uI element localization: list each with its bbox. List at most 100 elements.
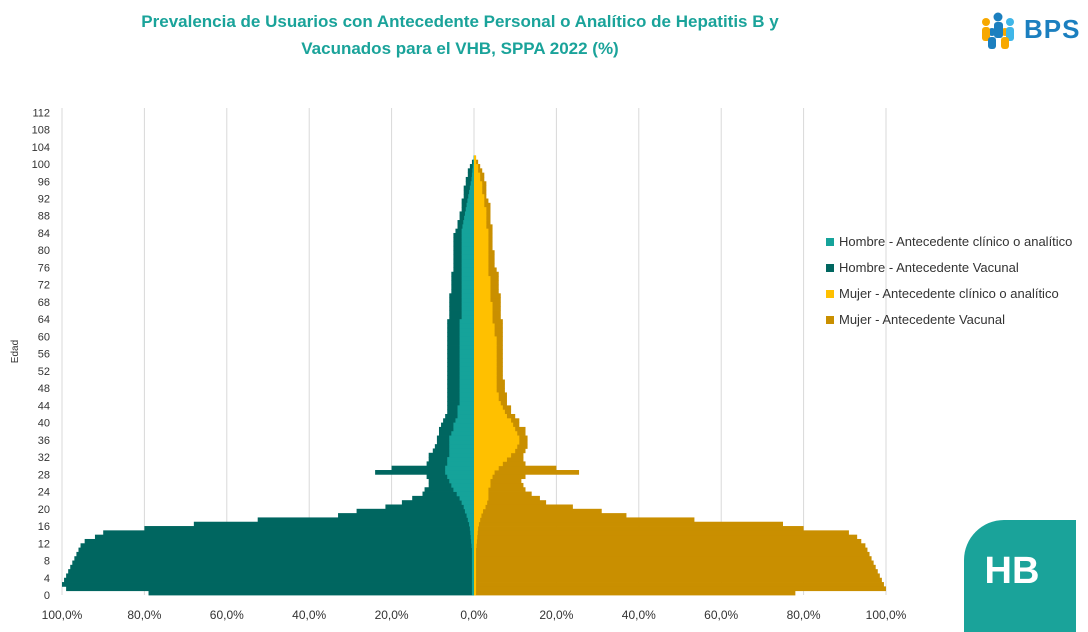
bar-s0-age-78	[462, 255, 474, 260]
bar-s1-age-6	[70, 565, 474, 570]
bar-s0-age-54	[460, 358, 474, 363]
bar-s0-age-69	[462, 293, 474, 298]
bar-s0-age-67	[462, 302, 474, 307]
bar-s0-age-80	[462, 246, 474, 251]
bar-s2-age-68	[474, 298, 490, 303]
bar-s0-age-89	[466, 207, 474, 212]
bar-s2-age-5	[474, 569, 476, 574]
bar-s2-age-89	[474, 207, 486, 212]
bar-s0-age-35	[449, 440, 474, 445]
bar-s3-age-13	[474, 535, 857, 540]
hb-badge: HB	[964, 520, 1076, 632]
bar-s2-age-77	[474, 259, 488, 264]
bar-s0-age-62	[460, 323, 474, 328]
bar-s0-age-99	[473, 164, 474, 169]
bar-s2-age-98	[474, 168, 478, 173]
bar-s0-age-58	[460, 341, 474, 346]
bar-s0-age-4	[472, 573, 474, 578]
bar-s0-age-46	[460, 392, 474, 397]
bar-s0-age-23	[457, 492, 474, 497]
y-tick-label-7: 28	[38, 469, 50, 481]
bar-s2-age-50	[474, 375, 497, 380]
bar-s3-age-4	[474, 573, 880, 578]
bar-s2-age-52	[474, 367, 497, 372]
bar-s2-age-88	[474, 211, 486, 216]
bar-s2-age-86	[474, 220, 486, 225]
bar-s2-age-42	[474, 410, 505, 415]
bar-s0-age-56	[460, 349, 474, 354]
bar-s2-age-80	[474, 246, 488, 251]
bar-s0-age-61	[460, 328, 474, 333]
y-tick-label-26: 104	[32, 142, 50, 154]
bar-s2-age-55	[474, 354, 497, 359]
bar-s1-age-16	[194, 522, 474, 527]
bar-s0-age-27	[447, 474, 474, 479]
bar-s2-age-93	[474, 190, 482, 195]
bar-s0-age-87	[464, 216, 474, 221]
chart-title-line1: Prevalencia de Usuarios con Antecedente …	[60, 8, 860, 35]
bar-s0-age-60	[460, 332, 474, 337]
y-tick-label-22: 88	[38, 211, 50, 223]
bar-s2-age-75	[474, 267, 488, 272]
bar-s2-age-1	[474, 586, 476, 591]
bar-s1-age-9	[76, 552, 474, 557]
bar-s3-age-0	[474, 591, 795, 596]
x-tick-label-1: 80,0%	[127, 608, 161, 622]
bar-s2-age-20	[474, 504, 486, 509]
y-tick-label-20: 80	[38, 245, 50, 257]
bar-s0-age-42	[458, 410, 474, 415]
bar-s0-age-53	[460, 362, 474, 367]
bar-s0-age-74	[462, 272, 474, 277]
y-tick-label-9: 36	[38, 435, 50, 447]
x-tick-label-9: 80,0%	[787, 608, 821, 622]
bar-s0-age-12	[471, 539, 474, 544]
bar-s0-age-63	[460, 319, 474, 324]
bar-s0-age-100	[473, 160, 474, 165]
bar-s2-age-28	[474, 470, 495, 475]
bar-s0-age-20	[464, 504, 474, 509]
bar-s2-age-14	[474, 530, 478, 535]
bar-s0-age-77	[462, 259, 474, 264]
bar-s2-age-79	[474, 250, 488, 255]
bar-s2-age-10	[474, 548, 476, 553]
bar-s2-age-33	[474, 448, 515, 453]
bar-s0-age-95	[471, 181, 474, 186]
bar-s0-age-93	[469, 190, 474, 195]
x-tick-label-3: 40,0%	[292, 608, 326, 622]
bar-s2-age-97	[474, 173, 480, 178]
bar-s2-age-94	[474, 186, 482, 191]
bar-s2-age-53	[474, 362, 497, 367]
bar-s2-age-6	[474, 565, 476, 570]
bar-s0-age-91	[467, 199, 474, 204]
bar-s0-age-51	[460, 371, 474, 376]
bar-s0-age-16	[469, 522, 474, 527]
bar-s2-age-19	[474, 509, 483, 514]
bar-s1-age-13	[95, 535, 474, 540]
bar-s2-age-8	[474, 556, 476, 561]
bar-s2-age-63	[474, 319, 493, 324]
y-tick-label-28: 112	[32, 107, 50, 119]
bar-s1-age-7	[72, 561, 474, 566]
bar-s2-age-64	[474, 315, 493, 320]
bar-s3-age-20	[474, 504, 573, 509]
bar-s2-age-27	[474, 474, 493, 479]
bar-s2-age-54	[474, 358, 497, 363]
bar-s2-age-15	[474, 526, 478, 531]
bar-s0-age-52	[460, 367, 474, 372]
y-tick-label-21: 84	[38, 228, 50, 240]
bar-s2-age-48	[474, 384, 497, 389]
bar-s0-age-55	[460, 354, 474, 359]
bar-s2-age-51	[474, 371, 497, 376]
bar-s2-age-40	[474, 418, 511, 423]
y-tick-label-18: 72	[38, 280, 50, 292]
bar-s2-age-47	[474, 388, 497, 393]
y-tick-label-15: 60	[38, 331, 50, 343]
bar-s2-age-35	[474, 440, 519, 445]
bar-s0-age-47	[460, 388, 474, 393]
bar-s0-age-48	[460, 384, 474, 389]
bar-s0-age-44	[460, 401, 474, 406]
bar-s1-age-20	[385, 504, 474, 509]
bar-s2-age-29	[474, 466, 499, 471]
legend-label-3: Mujer - Antecedente Vacunal	[839, 312, 1005, 327]
bar-s0-age-13	[471, 535, 474, 540]
